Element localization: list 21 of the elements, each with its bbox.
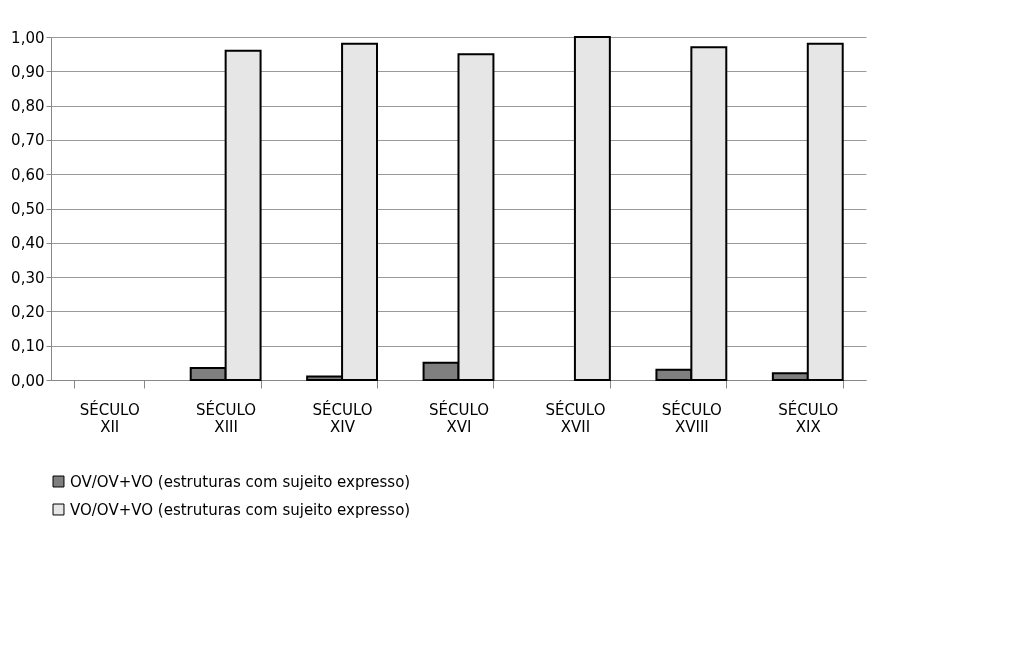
y-tick-label: 0,50 bbox=[11, 200, 45, 218]
bar bbox=[573, 36, 611, 381]
y-tick-label: 0,70 bbox=[11, 131, 45, 150]
y-tick-label: 0,60 bbox=[11, 165, 45, 184]
x-tick-label: SÉCULO XIV bbox=[312, 399, 373, 436]
y-tick-label: 0,90 bbox=[11, 62, 45, 81]
legend-label: VO/OV+VO (estruturas com sujeito expresso) bbox=[70, 500, 411, 519]
y-tick-label: 0,20 bbox=[11, 302, 45, 321]
x-tick-label: SÉCULO XVIII bbox=[661, 399, 722, 436]
y-tick-label: 0,80 bbox=[11, 97, 45, 116]
legend-label: OV/OV+VO (estruturas com sujeito expresso) bbox=[70, 472, 411, 491]
y-tick-label: 0,30 bbox=[11, 268, 45, 287]
x-tick-label: SÉCULO XIX bbox=[778, 399, 839, 436]
x-tick-label: SÉCULO XVI bbox=[428, 399, 490, 436]
y-tick-label: 0,00 bbox=[11, 371, 45, 390]
x-tick-label: SÉCULO XIII bbox=[196, 399, 257, 436]
y-tick-label: 1,00 bbox=[11, 28, 45, 47]
x-tick-label: SÉCULO XII bbox=[79, 399, 140, 436]
x-tick-label: SÉCULO XVII bbox=[545, 399, 606, 436]
y-tick-label: 0,40 bbox=[11, 234, 45, 253]
y-tick-label: 0,10 bbox=[11, 337, 45, 356]
